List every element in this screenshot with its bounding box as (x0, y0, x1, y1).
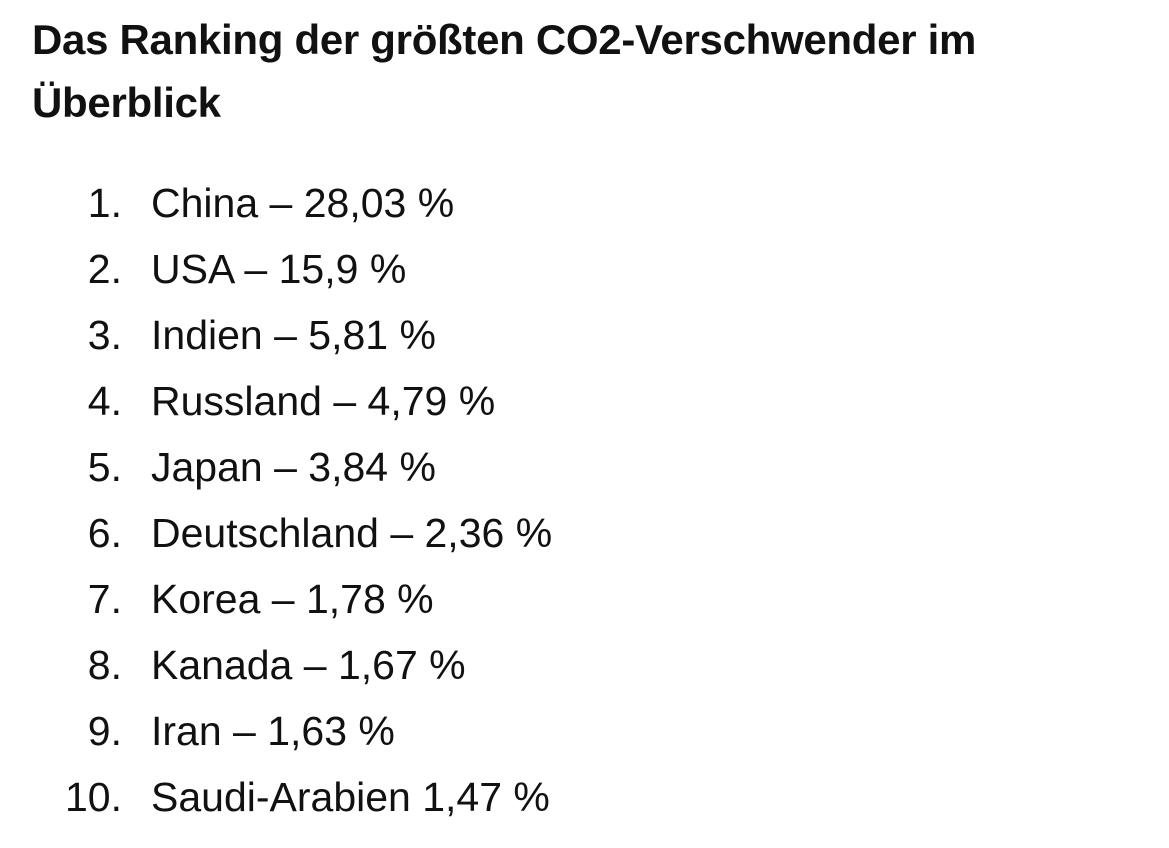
title: Das Ranking der größten CO2-Verschwender… (32, 16, 977, 126)
list-item: 10. Saudi-Arabien 1,47 % (0, 764, 552, 830)
item-number: 10. (65, 773, 122, 820)
list-item: 3. Indien – 5,81 % (0, 302, 552, 368)
list-item: 8. Kanada – 1,67 % (0, 632, 552, 698)
list-item: 6. Deutschland – 2,36 % (0, 500, 552, 566)
item-number: 7. (87, 575, 122, 622)
list-item: 7. Korea – 1,78 % (0, 566, 552, 632)
list-item: 2. USA – 15,9 % (0, 236, 552, 302)
list-item: 4. Russland – 4,79 % (0, 368, 552, 434)
item-number: 9. (87, 707, 122, 754)
item-text: Iran – 1,63 % (151, 707, 395, 754)
list-item: 5. Japan – 3,84 % (0, 434, 552, 500)
item-text: Deutschland – 2,36 % (151, 509, 553, 556)
list-item: 1. China – 28,03 % (0, 170, 552, 236)
list-item: 9. Iran – 1,63 % (0, 698, 552, 764)
item-number: 4. (87, 377, 122, 424)
item-text: Indien – 5,81 % (151, 311, 436, 358)
item-number: 8. (87, 641, 122, 688)
item-text: Saudi-Arabien 1,47 % (151, 773, 550, 820)
item-text: China – 28,03 % (151, 179, 455, 226)
item-number: 2. (87, 245, 122, 292)
item-text: Russland – 4,79 % (151, 377, 496, 424)
item-text: Kanada – 1,67 % (151, 641, 466, 688)
item-number: 6. (87, 509, 122, 556)
item-number: 5. (87, 443, 122, 490)
item-number: 1. (87, 179, 122, 226)
item-text: Japan – 3,84 % (151, 443, 436, 490)
ranking-list: 1. China – 28,03 % 2. USA – 15,9 % 3. Indien … (0, 170, 552, 830)
item-text: USA – 15,9 % (151, 245, 407, 292)
item-text: Korea – 1,78 % (151, 575, 434, 622)
item-number: 3. (87, 311, 122, 358)
